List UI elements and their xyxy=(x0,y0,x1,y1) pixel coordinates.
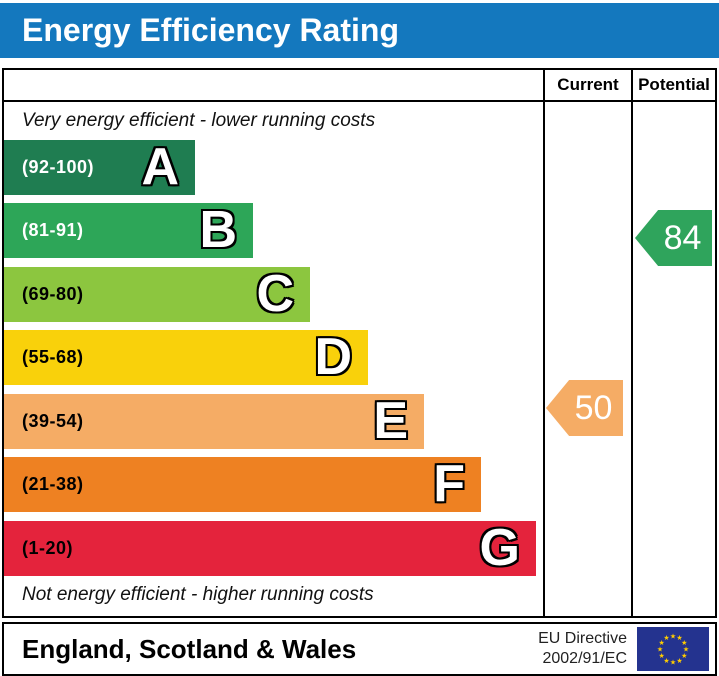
band-range-label: (1-20) xyxy=(22,538,74,558)
band-row-b: (81-91) B xyxy=(4,203,253,258)
band-range-label: (81-91) xyxy=(22,220,84,240)
page-title: Energy Efficiency Rating xyxy=(22,12,399,48)
band-range-label: (92-100) xyxy=(22,157,95,177)
column-header-current: Current xyxy=(557,75,619,94)
band-row-e: (39-54) E xyxy=(4,394,424,449)
potential-rating-value: 84 xyxy=(663,218,702,257)
svg-text:★: ★ xyxy=(663,657,669,665)
band-letter: C xyxy=(256,265,294,323)
table-header-row: Current Potential xyxy=(4,70,715,102)
svg-text:★: ★ xyxy=(683,646,689,654)
band-row-g: (1-20) G xyxy=(4,521,536,576)
band-range-label: (21-38) xyxy=(22,474,84,494)
top-note: Very energy efficient - lower running co… xyxy=(22,110,376,131)
band-row-a: (92-100) A xyxy=(4,140,195,195)
svg-text:★: ★ xyxy=(676,657,682,665)
current-rating-value: 50 xyxy=(574,388,613,427)
svg-text:★: ★ xyxy=(657,646,663,654)
svg-text:★: ★ xyxy=(681,652,687,660)
band-range-label: (39-54) xyxy=(22,411,84,431)
footer-bar: England, Scotland & Wales EU Directive 2… xyxy=(2,622,717,676)
column-divider-potential xyxy=(631,70,633,616)
band-letter: F xyxy=(433,455,465,513)
band-row-f: (21-38) F xyxy=(4,457,481,512)
bottom-note: Not energy efficient - higher running co… xyxy=(22,584,374,605)
svg-text:★: ★ xyxy=(670,659,676,667)
svg-text:★: ★ xyxy=(659,652,665,660)
region-label: England, Scotland & Wales xyxy=(22,633,357,664)
band-letter: D xyxy=(314,328,352,386)
band-row-c: (69-80) C xyxy=(4,267,310,322)
eu-directive-line2: 2002/91/EC xyxy=(542,650,627,667)
title-bar: Energy Efficiency Rating xyxy=(0,3,719,58)
rating-table: Current Potential Very energy efficient … xyxy=(2,68,717,618)
svg-text:★: ★ xyxy=(681,639,687,647)
band-range-label: (55-68) xyxy=(22,347,84,367)
eu-directive-label: EU Directive 2002/91/EC xyxy=(538,629,627,669)
band-letter: A xyxy=(141,138,179,196)
band-letter: E xyxy=(373,392,408,450)
band-range-label: (69-80) xyxy=(22,284,84,304)
svg-text:★: ★ xyxy=(663,634,669,642)
band-letter: G xyxy=(479,519,520,577)
band-row-d: (55-68) D xyxy=(4,330,368,385)
potential-rating-arrow: 84 xyxy=(635,210,712,266)
column-divider-current xyxy=(543,70,545,616)
band-letter: B xyxy=(199,201,237,259)
svg-text:★: ★ xyxy=(659,639,665,647)
eu-flag-icon: ★ ★ ★ ★ ★ ★ ★ ★ ★ ★ ★ ★ xyxy=(637,627,709,671)
eu-directive-line1: EU Directive xyxy=(538,630,627,647)
svg-text:★: ★ xyxy=(676,634,682,642)
column-header-potential: Potential xyxy=(638,75,710,94)
current-rating-arrow: 50 xyxy=(546,380,623,436)
svg-text:★: ★ xyxy=(670,633,676,641)
